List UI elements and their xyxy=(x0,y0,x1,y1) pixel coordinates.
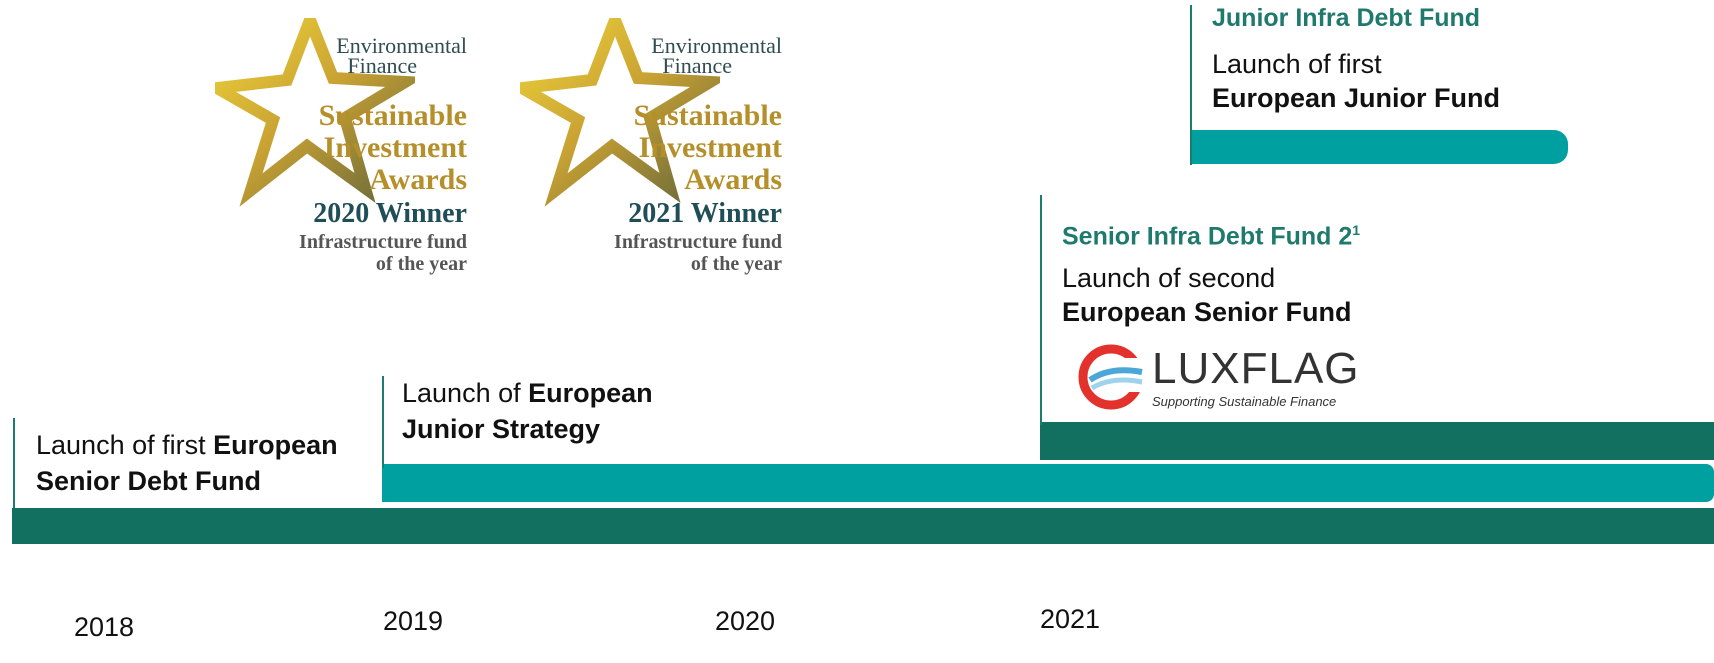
luxflag-logo: LUXFLAG Supporting Sustainable Finance xyxy=(1078,342,1360,412)
award-2021-line1: Environmental xyxy=(651,33,782,58)
award-2020-line1: Environmental xyxy=(336,33,467,58)
award-2020-category1: Infrastructure fund xyxy=(299,231,467,253)
milestone-junior-strategy-bold2: Junior Strategy xyxy=(402,414,601,444)
award-2021-title2: Investment xyxy=(638,131,782,164)
timeline-bar-base xyxy=(12,508,1714,544)
award-2020-title3: Awards xyxy=(369,163,467,196)
year-label-2019: 2019 xyxy=(383,606,444,636)
milestone-senior-debt-bold2: Senior Debt Fund xyxy=(36,466,261,496)
award-2020-title2: Investment xyxy=(323,131,467,164)
award-2021-category1: Infrastructure fund xyxy=(614,231,782,253)
award-2020-winner: 2020 Winner xyxy=(313,198,467,229)
award-2021-title3: Awards xyxy=(684,163,782,196)
milestone-junior-strategy-prefix: Launch of xyxy=(402,378,529,408)
award-2020-category2: of the year xyxy=(375,253,467,275)
milestone-junior-fund: Junior Infra Debt Fund Launch of first E… xyxy=(1212,4,1572,115)
milestone-junior-fund-line1: Launch of first xyxy=(1212,49,1382,79)
award-2020-category: Infrastructure fund of the year xyxy=(299,231,467,275)
divider-2018 xyxy=(13,418,15,508)
award-2020-line2: Finance xyxy=(347,53,417,78)
luxflag-tagline: Supporting Sustainable Finance xyxy=(1152,394,1337,409)
luxflag-swoosh-icon xyxy=(1078,344,1144,410)
award-2021-line2: Finance xyxy=(662,53,732,78)
milestone-junior-fund-line2: European Junior Fund xyxy=(1212,83,1500,113)
milestone-junior-fund-title: Junior Infra Debt Fund xyxy=(1212,4,1481,32)
milestone-senior-debt-prefix: Launch of first xyxy=(36,430,214,460)
award-2021-category: Infrastructure fund of the year xyxy=(614,231,782,275)
star-icon xyxy=(215,18,415,207)
award-2021-title1: Sustainable xyxy=(633,99,782,132)
divider-2021-junior xyxy=(1190,5,1192,165)
milestone-junior-strategy-bold: European xyxy=(528,378,653,408)
timeline-bar-junior-fund xyxy=(1190,130,1568,164)
award-2021-winner: 2021 Winner xyxy=(628,198,782,229)
milestone-senior-fund-2: Senior Infra Debt Fund 21 Launch of seco… xyxy=(1062,222,1462,329)
milestone-senior-debt: Launch of first European Senior Debt Fun… xyxy=(36,427,376,499)
year-label-2021: 2021 xyxy=(1040,604,1101,634)
award-2021-category2: of the year xyxy=(690,253,782,275)
milestone-senior-fund-2-line2: European Senior Fund xyxy=(1062,297,1352,328)
award-2020: Environmental Finance Sustainable Invest… xyxy=(205,18,475,275)
divider-2021-senior xyxy=(1040,195,1042,425)
milestone-senior-fund-2-line1: Launch of second xyxy=(1062,263,1276,294)
milestone-senior-debt-bold: European xyxy=(213,430,338,460)
award-2021: Environmental Finance Sustainable Invest… xyxy=(520,18,790,275)
luxflag-name: LUXFLAG xyxy=(1152,344,1360,393)
timeline-bar-senior-fund-2 xyxy=(1040,422,1714,460)
year-label-2020: 2020 xyxy=(715,606,776,636)
star-icon xyxy=(520,18,720,207)
divider-2019 xyxy=(382,376,384,468)
award-2020-title1: Sustainable xyxy=(318,99,467,132)
footnote-marker: 1 xyxy=(1352,222,1361,238)
year-label-2018: 2018 xyxy=(74,612,135,642)
timeline-bar-junior-strategy xyxy=(382,464,1714,502)
milestone-junior-strategy: Launch of European Junior Strategy xyxy=(402,375,722,447)
milestone-senior-fund-2-title: Senior Infra Debt Fund 21 xyxy=(1062,222,1361,251)
